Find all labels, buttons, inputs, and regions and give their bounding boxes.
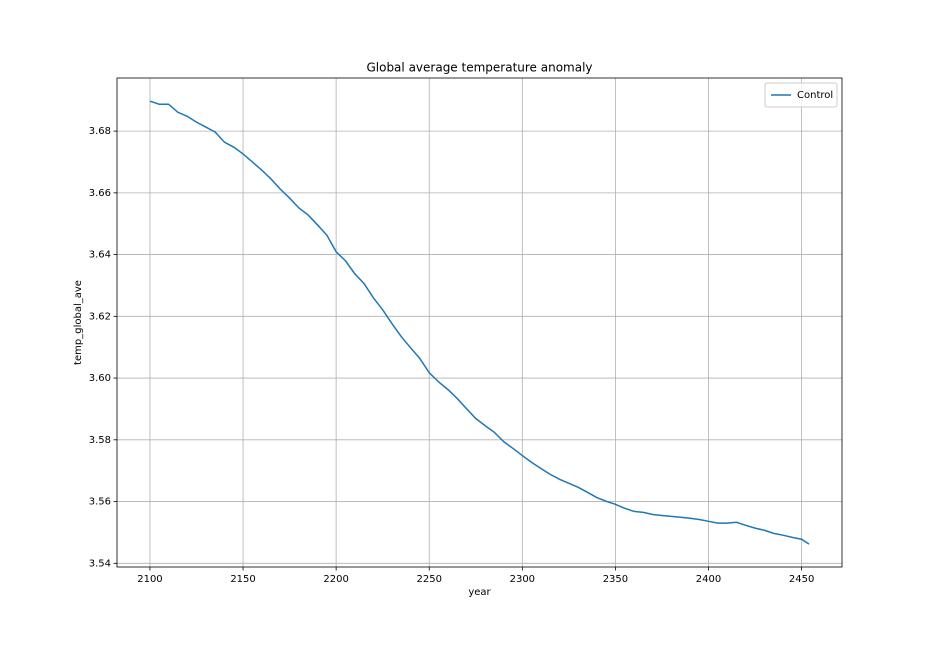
x-tick-label: 2200 [323, 574, 348, 585]
y-axis-label: temp_global_ave [73, 280, 84, 365]
x-tick-label: 2150 [230, 574, 255, 585]
y-tick-label: 3.62 [89, 311, 111, 322]
x-tick-label: 2100 [137, 574, 162, 585]
x-tick-label: 2350 [603, 574, 628, 585]
legend-box [764, 82, 838, 108]
y-tick-label: 3.56 [89, 497, 111, 508]
y-tick-label: 3.66 [89, 188, 111, 199]
legend-label: Control [797, 90, 833, 101]
y-tick-label: 3.60 [89, 373, 111, 384]
x-tick-label: 2250 [417, 574, 442, 585]
plot-frame [116, 77, 843, 568]
y-tick-label: 3.54 [89, 558, 111, 569]
x-tick-label: 2300 [510, 574, 535, 585]
line [149, 100, 810, 545]
chart-title: Global average temperature anomaly [366, 61, 592, 75]
x-tick-label: 2450 [789, 574, 814, 585]
legend: Control [764, 82, 838, 108]
y-tick-label: 3.64 [89, 250, 111, 261]
x-axis-label: year [468, 587, 491, 598]
y-tick-label: 3.58 [89, 435, 111, 446]
y-tick-label: 3.68 [89, 126, 111, 137]
x-tick-label: 2400 [696, 574, 721, 585]
